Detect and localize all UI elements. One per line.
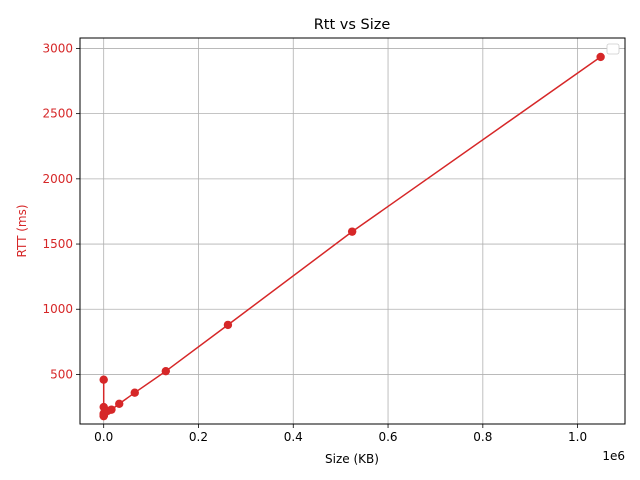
- y-tick-label: 1500: [42, 237, 73, 251]
- series: [99, 52, 605, 421]
- x-tick-label: 0.2: [189, 430, 208, 444]
- x-tick-label: 0.6: [378, 430, 397, 444]
- y-tick-label: 1000: [42, 302, 73, 316]
- data-point: [115, 399, 124, 408]
- y-axis-label: RTT (ms): [15, 204, 29, 257]
- data-point: [161, 366, 171, 376]
- legend-box: [606, 43, 620, 55]
- chart-title: Rtt vs Size: [314, 17, 391, 33]
- x-axis-label: Size (KB): [325, 452, 379, 466]
- x-tick-label: 0.8: [473, 430, 492, 444]
- x-axis: 0.0 0.2 0.4 0.6 0.8 1.0: [94, 424, 587, 444]
- x-tick-label: 0.0: [94, 430, 113, 444]
- x-tick-label: 0.4: [284, 430, 303, 444]
- data-point: [347, 227, 357, 236]
- data-point: [223, 320, 233, 330]
- y-tick-label: 3000: [42, 41, 73, 55]
- data-point: [130, 388, 139, 397]
- grid: [80, 38, 625, 424]
- data-point: [107, 405, 116, 414]
- data-point: [99, 375, 108, 384]
- y-tick-label: 2500: [42, 107, 73, 121]
- legend: [606, 43, 620, 55]
- data-point: [596, 52, 605, 62]
- y-tick-label: 500: [50, 367, 73, 381]
- y-tick-label: 2000: [42, 172, 73, 186]
- y-axis: 500 1000 1500 2000 2500 3000: [42, 41, 80, 381]
- x-tick-label: 1.0: [568, 430, 587, 444]
- x-axis-offset: 1e6: [602, 449, 625, 463]
- series-line: [102, 56, 602, 417]
- plot-area: [79, 37, 626, 425]
